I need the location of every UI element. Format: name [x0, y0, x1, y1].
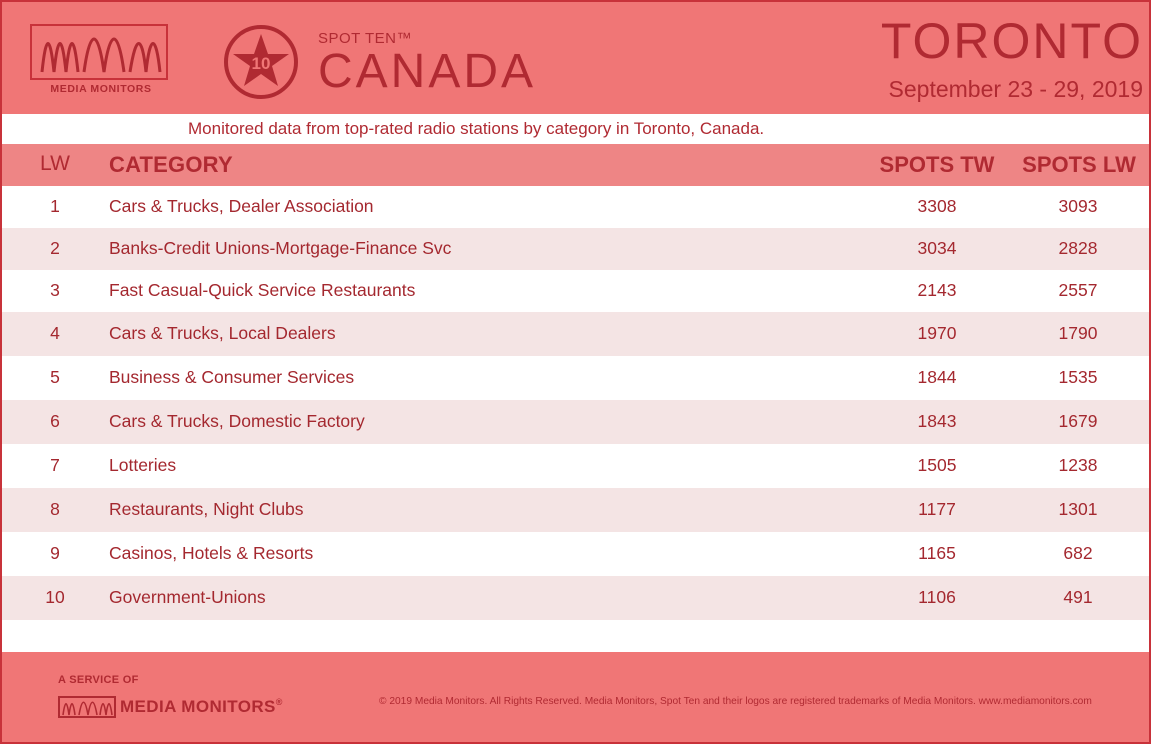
footer-waveform-icon — [58, 696, 116, 718]
row-category: Business & Consumer Services — [109, 367, 355, 387]
row-lw: 1 — [50, 196, 60, 216]
row-lw: 4 — [50, 323, 60, 343]
table-row: 7 Lotteries 1505 1238 — [2, 444, 1149, 488]
row-spots-tw: 1843 — [917, 411, 957, 431]
report-header: MEDIA MONITORS 10 SPOT TEN™ CANADA TORON… — [2, 2, 1149, 114]
logo-wordmark: MEDIA MONITORS — [50, 83, 152, 95]
table-body: 1 Cars & Trucks, Dealer Association 3308… — [2, 186, 1149, 620]
header-lw: LW — [40, 152, 70, 175]
row-category: Government-Unions — [109, 587, 266, 607]
row-spots-lw: 2828 — [1058, 238, 1098, 258]
row-spots-lw: 3093 — [1058, 196, 1098, 216]
waveform-icon — [40, 37, 162, 73]
row-spots-tw: 1106 — [918, 587, 956, 607]
row-lw: 6 — [50, 411, 60, 431]
date-range: September 23 - 29, 2019 — [888, 76, 1143, 102]
table-row: 3 Fast Casual-Quick Service Restaurants … — [2, 270, 1149, 312]
table-row: 4 Cars & Trucks, Local Dealers 1970 1790 — [2, 312, 1149, 356]
table-row: 8 Restaurants, Night Clubs 1177 1301 — [2, 488, 1149, 532]
row-spots-tw: 3034 — [917, 238, 957, 258]
country-title: CANADA — [318, 45, 537, 98]
copyright-text: © 2019 Media Monitors. All Rights Reserv… — [379, 696, 1092, 707]
row-lw: 8 — [50, 499, 60, 519]
media-monitors-logo: MEDIA MONITORS — [30, 24, 170, 95]
row-spots-tw: 2143 — [917, 280, 957, 300]
row-spots-tw: 1165 — [918, 543, 956, 563]
registered-mark: ® — [275, 697, 283, 707]
table-row: 6 Cars & Trucks, Domestic Factory 1843 1… — [2, 400, 1149, 444]
row-category: Cars & Trucks, Local Dealers — [109, 323, 336, 343]
row-category: Fast Casual-Quick Service Restaurants — [109, 280, 416, 300]
row-spots-tw: 1844 — [917, 367, 957, 387]
city-title: TORONTO — [880, 13, 1143, 69]
row-spots-lw: 1301 — [1058, 499, 1098, 519]
service-of-label: A SERVICE OF — [58, 674, 139, 686]
table-row: 9 Casinos, Hotels & Resorts 1165 682 — [2, 532, 1149, 576]
badge-number: 10 — [252, 54, 271, 73]
row-spots-lw: 491 — [1063, 587, 1093, 607]
row-lw: 9 — [50, 543, 60, 563]
subtitle-bar: Monitored data from top-rated radio stat… — [2, 114, 1149, 144]
row-category: Banks-Credit Unions-Mortgage-Finance Svc — [109, 238, 452, 258]
spot-ten-label: SPOT TEN™ — [318, 30, 412, 47]
row-category: Restaurants, Night Clubs — [109, 499, 304, 519]
row-lw: 5 — [50, 367, 60, 387]
row-spots-tw: 1970 — [917, 323, 957, 343]
row-lw: 2 — [50, 238, 60, 258]
star-badge-icon: 10 — [224, 25, 298, 99]
table-row: 2 Banks-Credit Unions-Mortgage-Finance S… — [2, 228, 1149, 270]
header-category: CATEGORY — [109, 152, 233, 177]
row-category: Cars & Trucks, Dealer Association — [109, 196, 374, 216]
footer-brand: MEDIA MONITORS® — [120, 697, 283, 717]
header-spots-lw: SPOTS LW — [1022, 152, 1136, 177]
table-header: LW CATEGORY SPOTS TW SPOTS LW — [2, 144, 1149, 186]
waveform-logo-box — [30, 24, 168, 80]
footer-brand-text: MEDIA MONITORS — [120, 697, 276, 716]
row-spots-tw: 1505 — [917, 455, 957, 475]
row-spots-lw: 1238 — [1058, 455, 1098, 475]
spot-ten-badge: 10 — [223, 24, 299, 100]
row-category: Casinos, Hotels & Resorts — [109, 543, 314, 563]
table-row: 1 Cars & Trucks, Dealer Association 3308… — [2, 186, 1149, 228]
row-spots-lw: 1535 — [1058, 367, 1098, 387]
subtitle-text: Monitored data from top-rated radio stat… — [188, 119, 765, 138]
row-category: Lotteries — [109, 455, 177, 475]
row-spots-tw: 1177 — [918, 499, 956, 519]
header-spots-tw: SPOTS TW — [879, 152, 995, 177]
row-spots-tw: 3308 — [917, 196, 957, 216]
table-row: 5 Business & Consumer Services 1844 1535 — [2, 356, 1149, 400]
row-category: Cars & Trucks, Domestic Factory — [109, 411, 365, 431]
row-lw: 3 — [50, 280, 60, 300]
row-lw: 7 — [50, 455, 60, 475]
row-spots-lw: 2557 — [1058, 280, 1098, 300]
report-footer: A SERVICE OF MEDIA MONITORS® © 2019 Medi… — [2, 652, 1149, 742]
row-spots-lw: 1790 — [1058, 323, 1098, 343]
table-row: 10 Government-Unions 1106 491 — [2, 576, 1149, 620]
row-spots-lw: 682 — [1063, 543, 1093, 563]
row-lw: 10 — [45, 587, 65, 607]
row-spots-lw: 1679 — [1058, 411, 1098, 431]
